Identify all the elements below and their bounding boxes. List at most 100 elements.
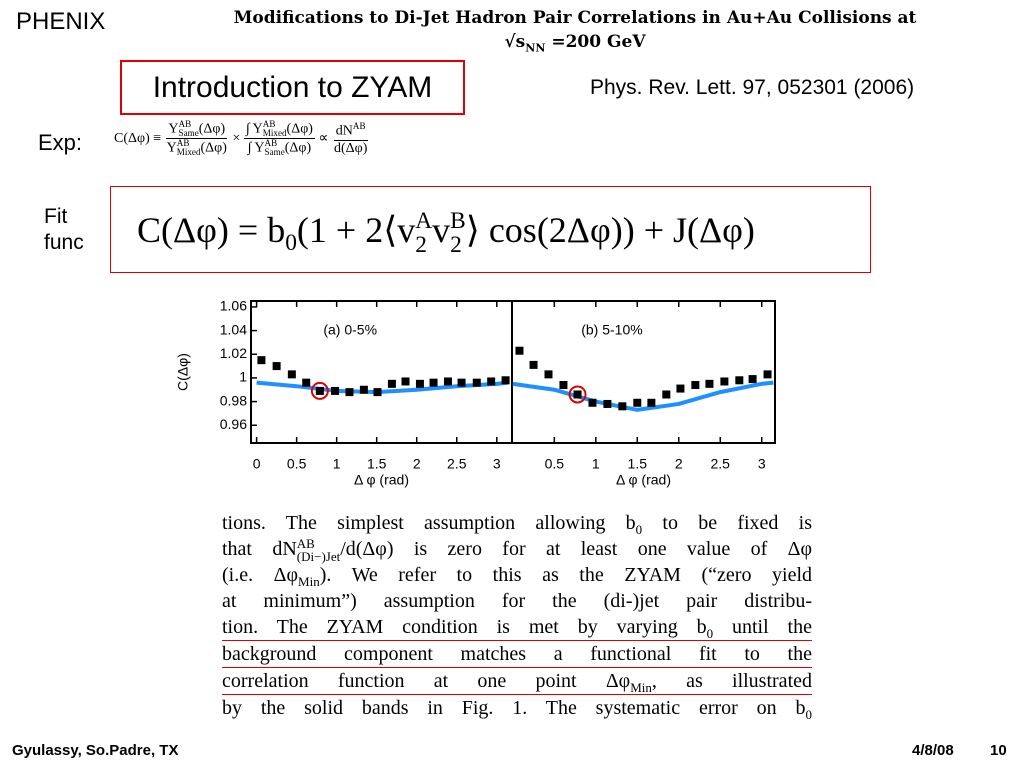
text-run: , as illustrated: [651, 670, 812, 692]
superscript: AB: [264, 138, 278, 149]
y-axis-label: C(Δφ): [175, 353, 191, 391]
subscript: 0: [285, 230, 297, 257]
fraction: ∫ Y AB Mixed (Δφ) ∫ Y AB Same (Δφ): [243, 119, 315, 157]
text-run: (Δφ): [198, 121, 226, 137]
text-line: that dN AB (Di−)Jet/d(Δφ) is zero for at l…: [222, 536, 812, 563]
x-tick-label: 2.5: [447, 456, 467, 472]
data-point: [272, 362, 281, 371]
x-tick-label: 0.5: [287, 456, 307, 472]
subscript: Min: [298, 574, 320, 589]
data-point: [457, 378, 466, 387]
text-run: d(Δφ): [333, 140, 368, 156]
x-tick-label: 1.5: [628, 456, 648, 472]
fraction: dNAB d(Δφ): [332, 121, 369, 157]
data-point: [633, 398, 642, 407]
x-tick-label: 2.5: [711, 456, 731, 472]
data-point: [287, 370, 296, 379]
reference: Phys. Rev. Lett. 97, 052301 (2006): [590, 76, 915, 99]
subscript: Same: [178, 128, 199, 139]
data-point: [331, 386, 340, 395]
data-point: [603, 399, 612, 408]
text-run: (Δφ): [286, 121, 313, 137]
data-point: [705, 379, 714, 388]
text-run: ). We refer to this as the ZYAM (“zero y…: [319, 564, 812, 586]
data-point: [401, 377, 410, 386]
text-line: correlation function at one point ΔφMin,…: [222, 668, 812, 695]
denominator: Y AB Mixed (Δφ): [165, 139, 229, 157]
data-point: [315, 386, 324, 395]
text-run: tions. The simplest assumption allowing …: [222, 512, 636, 534]
data-point: [676, 384, 685, 393]
paper-heading: Modifications to Di-Jet Hadron Pair Corr…: [170, 6, 980, 60]
y-tick-label: 0.96: [220, 416, 247, 432]
y-tick-label: 1: [239, 369, 247, 385]
y-tick-label: 1.06: [220, 298, 247, 314]
text-run: v: [432, 210, 451, 250]
text-run: at minimum”) assumption for the (di-)jet…: [222, 590, 812, 612]
x-tick-label: 3: [758, 456, 766, 472]
script-stack: AB Same: [265, 139, 285, 157]
data-point: [573, 390, 582, 399]
superscript: AB: [176, 138, 190, 149]
data-point: [515, 346, 524, 355]
text-run: ×: [228, 130, 244, 146]
panel-label: (a) 0-5%: [323, 322, 377, 338]
data-point: [735, 376, 744, 385]
numerator: dNAB: [333, 121, 368, 141]
text-run: to be fixed is: [642, 512, 812, 534]
data-point: [487, 377, 496, 386]
paper-energy: √sNN =200 GeV: [170, 30, 980, 60]
data-point: [720, 377, 729, 386]
superscript: AB: [262, 119, 276, 129]
x-tick-label: 0.5: [545, 456, 565, 472]
x-axis-label: Δ φ (rad): [616, 472, 671, 488]
data-point: [647, 398, 656, 407]
text-run: Y: [166, 140, 177, 156]
text-run: that dN: [222, 538, 297, 560]
text-run: Y: [168, 121, 179, 137]
data-point: [501, 376, 510, 385]
data-point: [662, 390, 671, 399]
subscript: 0: [706, 626, 714, 641]
subscript: 0: [805, 707, 813, 722]
text-run: tion. The ZYAM condition is met by varyi…: [222, 616, 707, 638]
data-point: [359, 385, 368, 394]
x-tick-label: 0: [253, 456, 261, 472]
data-point: [763, 370, 772, 379]
data-point: [691, 381, 700, 390]
text-run: C(Δφ) = b: [137, 210, 286, 250]
plot-frame: [511, 300, 776, 444]
text-run: (1 + 2⟨v: [296, 210, 416, 250]
footer-date: 4/8/08: [912, 742, 954, 759]
text-run: until the: [713, 616, 812, 638]
text-run: ∫ Y: [247, 140, 265, 156]
script-stack: AB (Di−)Jet: [297, 537, 340, 563]
fit-band: [512, 380, 774, 412]
data-point: [429, 378, 438, 387]
x-tick-label: 1: [592, 456, 600, 472]
x-tick-label: 3: [493, 456, 501, 472]
paper-title: Modifications to Di-Jet Hadron Pair Corr…: [170, 6, 980, 30]
data-point: [748, 375, 757, 384]
y-tick-label: 1.02: [220, 345, 247, 361]
exp-formula: C(Δφ) ≡ Y AB Same (Δφ) Y AB Mixed (Δφ) × ∫ Y AB M…: [114, 119, 369, 157]
text-line: by the solid bands in Fig. 1. The system…: [222, 695, 813, 722]
text-run: (Δφ): [200, 140, 227, 156]
fit-label: Fit func: [44, 205, 84, 254]
text-line: tion. The ZYAM condition is met by varyi…: [222, 614, 812, 641]
numerator: ∫ Y AB Mixed (Δφ): [243, 119, 315, 140]
data-point: [345, 388, 354, 397]
footer-page: 10: [990, 742, 1007, 759]
subscript: Min: [630, 680, 652, 695]
subscript: Mixed: [262, 128, 287, 139]
subscript: Mixed: [176, 147, 201, 158]
numerator: Y AB Same (Δφ): [166, 119, 228, 140]
slide-title: Introduction to ZYAM: [120, 60, 465, 115]
x-tick-label: 2: [675, 456, 683, 472]
slide-label: PHENIX: [16, 8, 106, 35]
text-run: (i.e. Δφ: [222, 564, 299, 586]
script-stack: AB Same: [178, 119, 199, 139]
